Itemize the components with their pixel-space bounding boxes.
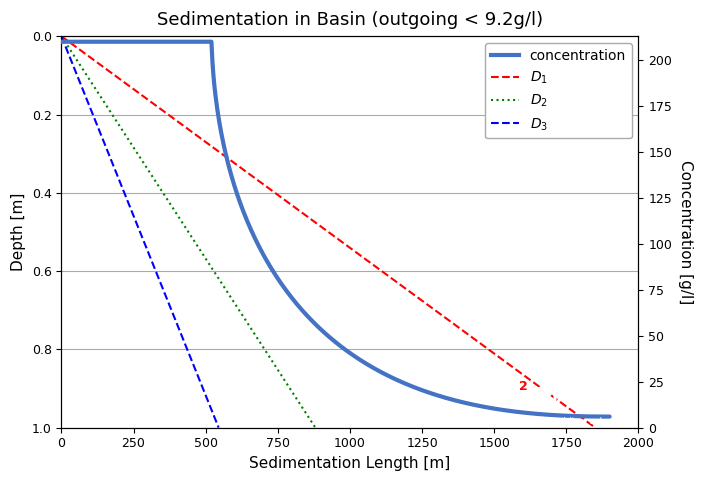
X-axis label: Sedimentation Length [m]: Sedimentation Length [m] [249,456,451,471]
Text: Solutions adding value: Solutions adding value [510,417,614,426]
Text: D: D [529,387,551,410]
Text: redging: redging [552,387,630,404]
Title: Sedimentation in Basin (outgoing < 9.2g/l): Sedimentation in Basin (outgoing < 9.2g/… [157,11,543,29]
Y-axis label: Depth [m]: Depth [m] [11,193,26,271]
Legend: concentration, $D_1$, $D_2$, $D_3$: concentration, $D_1$, $D_2$, $D_3$ [485,43,631,138]
Text: 2: 2 [520,380,528,393]
Text: in: in [496,387,515,404]
Y-axis label: Concentration [g/l]: Concentration [g/l] [678,160,693,304]
